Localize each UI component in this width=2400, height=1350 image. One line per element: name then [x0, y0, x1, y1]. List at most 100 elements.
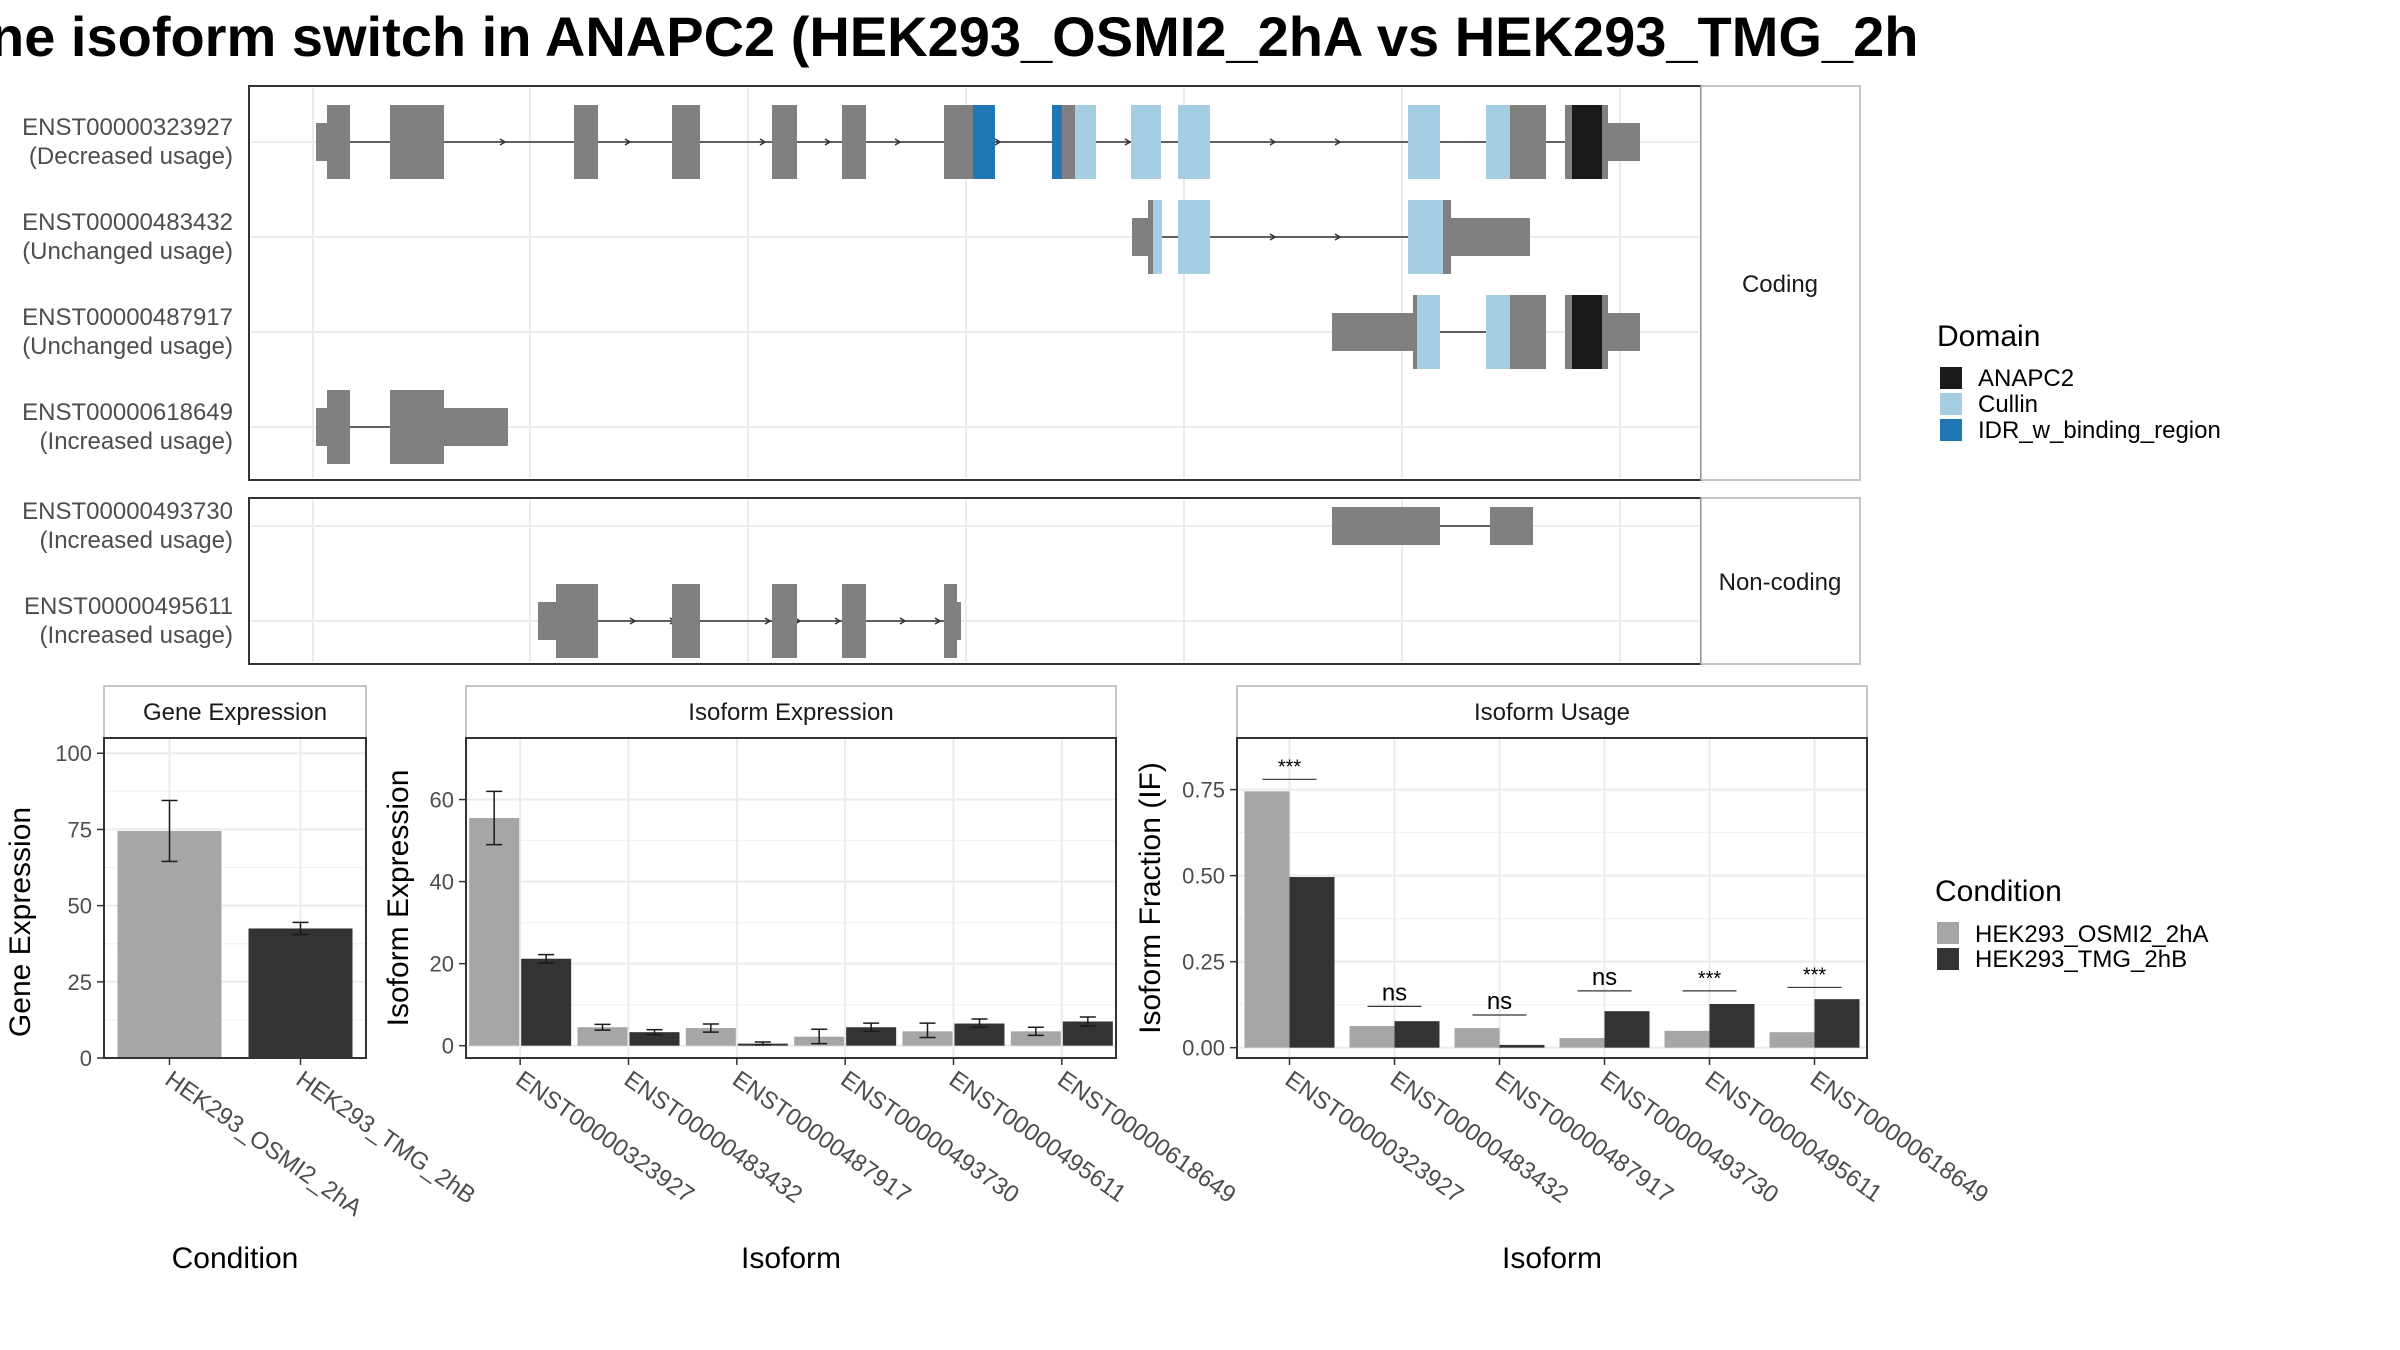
- exon-block: [1413, 295, 1417, 369]
- bar: [117, 830, 222, 1058]
- condition-legend-swatch-b: [1937, 948, 1959, 970]
- strand-arrow: [934, 617, 942, 625]
- y-tick-label: 60: [430, 788, 454, 813]
- y-tick-label: 0.25: [1182, 950, 1225, 975]
- utr-block: [538, 602, 556, 640]
- strand-arrow: [824, 138, 832, 146]
- strand-arrow: [1124, 138, 1132, 146]
- exon-block: [772, 584, 797, 658]
- transcript-label-id: ENST00000493730: [22, 498, 233, 525]
- exon-block: [672, 584, 700, 658]
- y-tick-label: 25: [68, 970, 92, 995]
- y-tick-label: 0: [442, 1034, 454, 1059]
- transcript-label-id: ENST00000323927: [22, 114, 233, 141]
- figure-title: ne isoform switch in ANAPC2 (HEK293_OSMI…: [0, 5, 1918, 68]
- y-tick-label: 0: [80, 1046, 92, 1071]
- strand-arrow: [764, 617, 772, 625]
- exon-block: [327, 105, 350, 179]
- plot-frame: [1236, 737, 1868, 1059]
- utr-block: [957, 602, 961, 640]
- transcript-label-status: (Unchanged usage): [22, 238, 233, 265]
- x-tick-label: ENST00000323927: [511, 1066, 699, 1209]
- transcript-label-id: ENST00000487917: [22, 304, 233, 331]
- bar: [1814, 999, 1860, 1048]
- noncoding-strip: [1700, 497, 1861, 665]
- x-tick-label: ENST00000323927: [1280, 1066, 1468, 1209]
- domain-block: [1417, 295, 1440, 369]
- condition-legend-label: HEK293_OSMI2_2hA: [1975, 921, 2208, 948]
- strand-arrow: [899, 617, 907, 625]
- exon-block: [1148, 200, 1153, 274]
- transcript-label-status: (Increased usage): [40, 428, 233, 455]
- y-tick-label: 20: [430, 952, 454, 977]
- bar: [1604, 1011, 1650, 1048]
- significance-label: ns: [1592, 964, 1617, 991]
- domain-block: [1572, 295, 1602, 369]
- x-tick-label: ENST00000495611: [1700, 1066, 1887, 1208]
- bar: [902, 1031, 953, 1046]
- bar: [1394, 1021, 1440, 1048]
- bar: [521, 958, 572, 1046]
- domain-block: [1408, 105, 1440, 179]
- domain-legend: Domain ANAPC2 Cullin IDR_w_binding_regio…: [1937, 320, 2221, 444]
- transcript-exons: [316, 105, 1640, 658]
- x-tick-label: ENST00000618649: [1052, 1066, 1240, 1209]
- bar: [1349, 1026, 1395, 1048]
- coding-strip-label: Coding: [1742, 271, 1818, 298]
- strand-arrow: [629, 617, 637, 625]
- transcript-label-id: ENST00000483432: [22, 209, 233, 236]
- strand-arrow: [1269, 138, 1277, 146]
- bar: [685, 1028, 736, 1046]
- chart-title: Gene Expression: [143, 699, 327, 726]
- utr-block: [1332, 507, 1440, 545]
- transcript-label-id: ENST00000495611: [24, 593, 233, 620]
- bar: [577, 1027, 628, 1046]
- strand-arrow: [499, 138, 507, 146]
- exon-block: [556, 584, 598, 658]
- bar: [1769, 1032, 1815, 1048]
- y-tick-label: 100: [55, 741, 92, 766]
- domain-legend-swatch-anapc2: [1940, 367, 1962, 389]
- transcript-label-status: (Increased usage): [40, 527, 233, 554]
- exon-block: [772, 105, 797, 179]
- domain-legend-swatch-cullin: [1940, 393, 1962, 415]
- strand-arrow: [994, 138, 1002, 146]
- exon-block: [390, 105, 444, 179]
- utr-block: [1490, 507, 1533, 545]
- domain-block: [1486, 295, 1510, 369]
- exon-block: [1510, 105, 1546, 179]
- domain-block: [1153, 200, 1162, 274]
- exon-block: [1510, 295, 1546, 369]
- strand-arrow: [834, 617, 842, 625]
- exon-block: [390, 390, 444, 464]
- condition-legend: Condition HEK293_OSMI2_2hA HEK293_TMG_2h…: [1935, 875, 2208, 973]
- strand-arrow: [894, 138, 902, 146]
- strand-arrow: [1334, 233, 1342, 241]
- noncoding-strip-label: Non-coding: [1719, 569, 1842, 596]
- x-tick-label: ENST00000487917: [1490, 1066, 1678, 1209]
- bar: [248, 928, 353, 1058]
- condition-legend-title: Condition: [1935, 875, 2062, 908]
- chart-strip: [465, 685, 1117, 739]
- exon-block: [1062, 105, 1075, 179]
- transcript-label-id: ENST00000618649: [22, 399, 233, 426]
- bar: [846, 1027, 897, 1046]
- utr-block: [316, 123, 330, 161]
- significance-label: ns: [1382, 979, 1407, 1006]
- plot-frame: [465, 737, 1117, 1059]
- utr-block: [1608, 123, 1640, 161]
- significance-label: ***: [1278, 756, 1302, 778]
- x-tick-label: ENST00000493730: [1595, 1066, 1783, 1209]
- exon-block: [1602, 105, 1608, 179]
- noncoding-panel-frame: [248, 497, 1702, 665]
- y-tick-label: 50: [68, 894, 92, 919]
- x-tick-label: ENST00000618649: [1805, 1066, 1993, 1209]
- exon-block: [1602, 295, 1608, 369]
- chart-title: Isoform Usage: [1474, 699, 1630, 726]
- exon-block: [1565, 105, 1572, 179]
- y-axis-label: Isoform Fraction (IF): [1134, 762, 1167, 1034]
- domain-block: [1178, 200, 1210, 274]
- x-axis-label: Isoform: [1502, 1242, 1602, 1275]
- chart-strip: [103, 685, 367, 739]
- exon-block: [1565, 295, 1572, 369]
